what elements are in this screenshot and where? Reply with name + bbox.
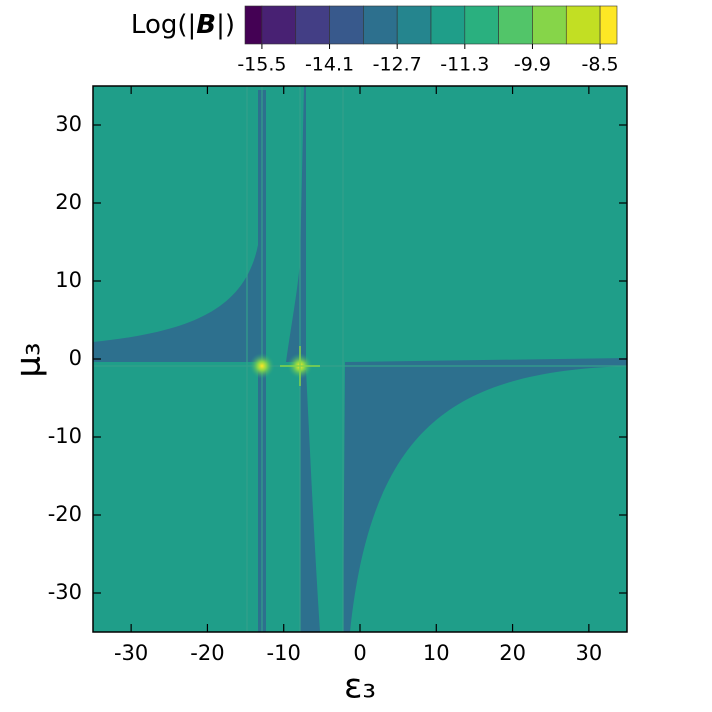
y-tick-label: -20 [48, 502, 82, 526]
colorbar-label: Log(|B|) [131, 10, 235, 40]
x-tick-label: -20 [190, 641, 224, 665]
colorbar-box [261, 5, 297, 45]
y-tick-label: -10 [48, 424, 82, 448]
colorbar-label-part: Log(| [131, 10, 196, 40]
x-tick-label: 10 [423, 641, 450, 665]
plot-area [93, 86, 627, 632]
contour-regions [93, 86, 627, 632]
x-tick-label: 30 [575, 641, 602, 665]
colorbar-tick-label: -9.9 [514, 54, 551, 76]
colorbar-tick-label: -8.5 [582, 54, 619, 76]
x-tick-label: -30 [114, 641, 148, 665]
colorbar-box [599, 5, 618, 45]
colorbar-tick-label: -15.5 [237, 54, 286, 76]
colorbar-box [329, 5, 364, 45]
colorbar-box [363, 5, 398, 45]
colorbar-box [244, 5, 263, 45]
y-tick-label: 30 [55, 112, 82, 136]
colorbar-box [430, 5, 466, 45]
colorbar-box [295, 5, 330, 45]
y-axis-label: μ₃ [9, 342, 49, 377]
x-tick-label: -10 [267, 641, 301, 665]
colorbar-tick-label: -11.3 [440, 54, 489, 76]
y-tick-label: 10 [55, 268, 82, 292]
y-tick-label: -30 [48, 580, 82, 604]
colorbar-label-part: B [196, 10, 216, 40]
colorbar-box [565, 5, 601, 45]
y-tick-label: 20 [55, 190, 82, 214]
colorbar-box [396, 5, 432, 45]
colorbar-tick-label: -12.7 [373, 54, 422, 76]
x-axis-label: ε₃ [344, 667, 376, 707]
y-tick-label: 0 [69, 346, 82, 370]
peak [249, 353, 275, 379]
x-tick-label: 0 [353, 641, 366, 665]
colorbar-label-part: |) [216, 10, 235, 40]
colorbar-box [464, 5, 499, 45]
colorbar-box [532, 5, 567, 45]
colorbar-tick-label: -14.1 [305, 54, 354, 76]
x-tick-label: 20 [499, 641, 526, 665]
colorbar-box [498, 5, 533, 45]
